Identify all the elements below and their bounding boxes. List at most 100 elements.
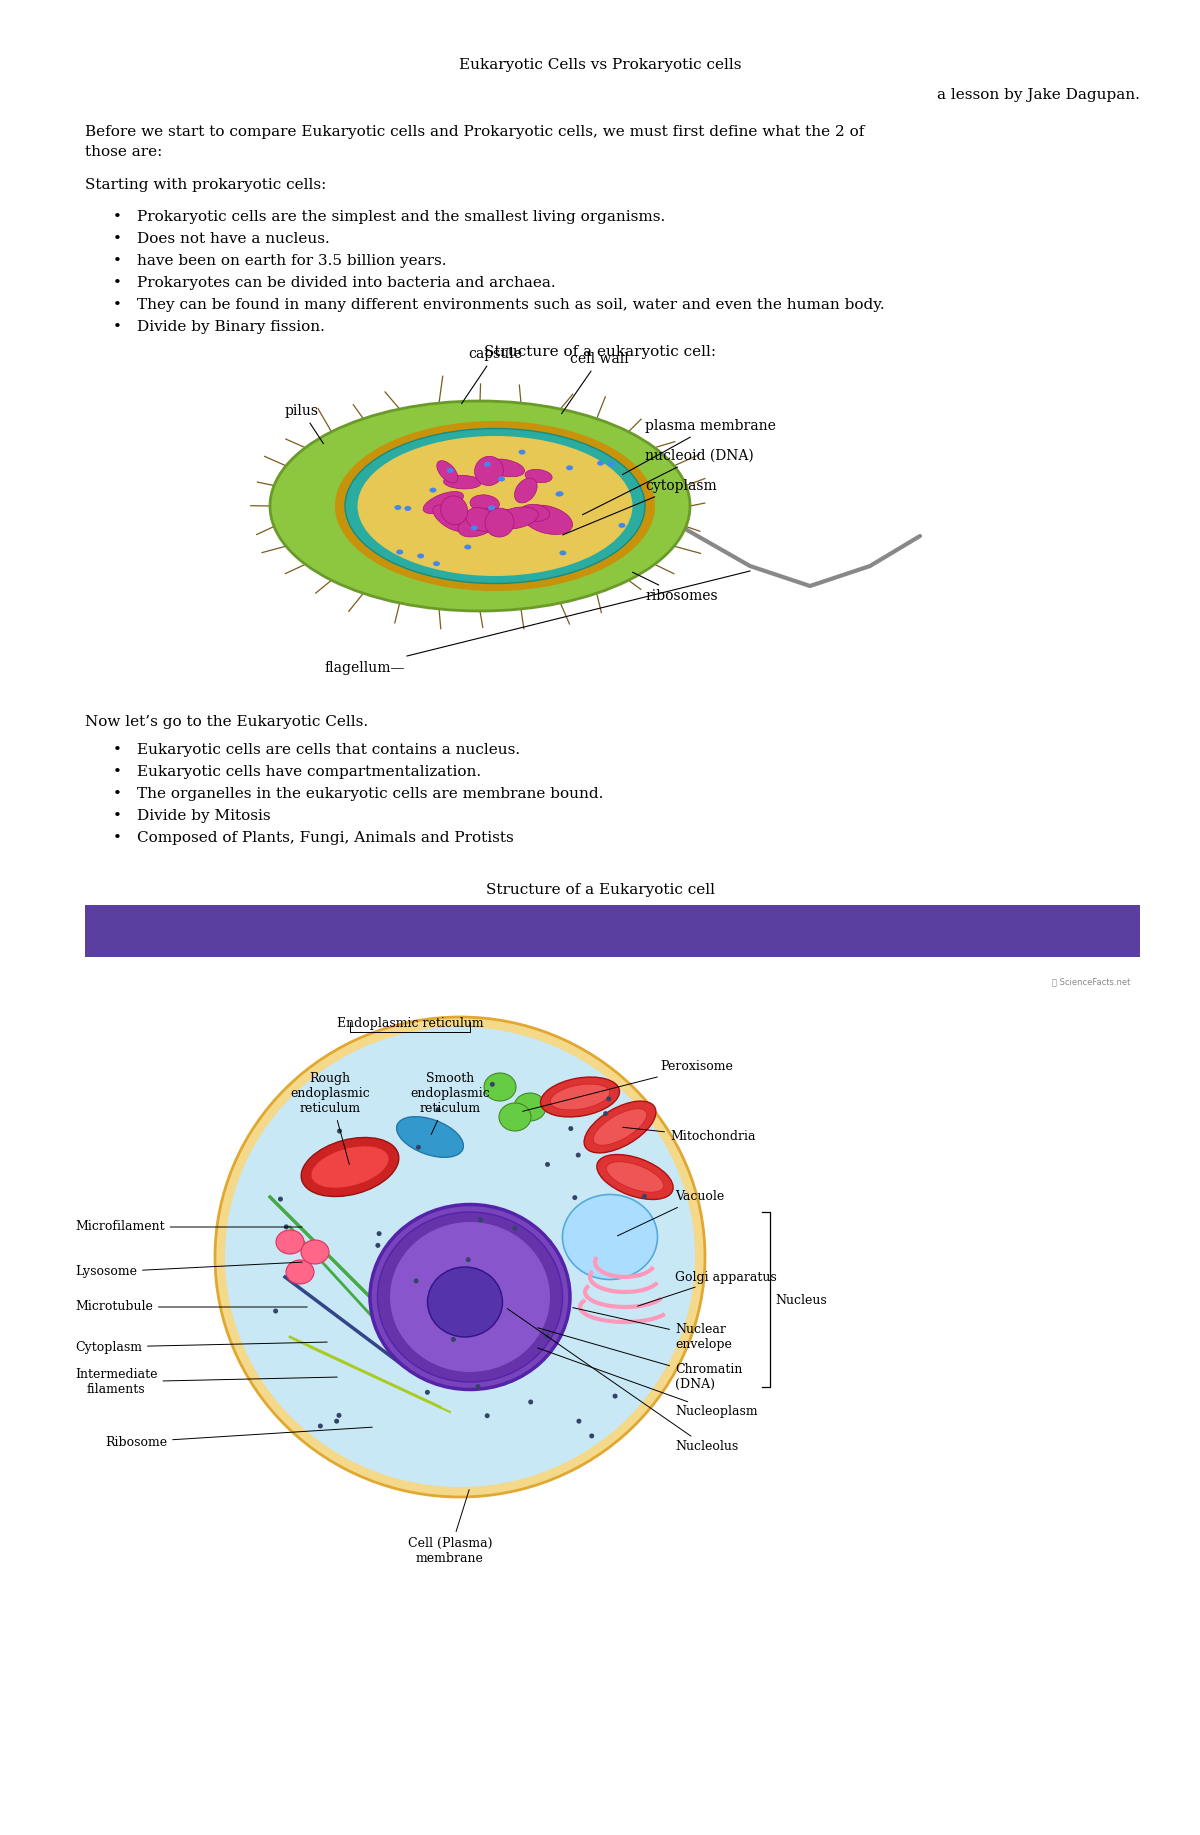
Ellipse shape	[301, 1138, 398, 1196]
Ellipse shape	[551, 1084, 610, 1110]
Text: Ⓢ ScienceFacts.net: Ⓢ ScienceFacts.net	[1051, 976, 1130, 985]
Text: ribosomes: ribosomes	[632, 573, 718, 604]
Ellipse shape	[215, 1017, 706, 1497]
Ellipse shape	[424, 492, 463, 514]
Ellipse shape	[576, 1418, 582, 1424]
Text: •: •	[113, 831, 122, 844]
Text: cell wall: cell wall	[562, 352, 629, 413]
Text: Divide by Binary fission.: Divide by Binary fission.	[137, 319, 325, 334]
Ellipse shape	[604, 1112, 608, 1116]
Text: Divide by Mitosis: Divide by Mitosis	[137, 809, 271, 824]
Text: those are:: those are:	[85, 145, 162, 160]
Ellipse shape	[612, 1393, 618, 1398]
Ellipse shape	[395, 505, 402, 510]
Ellipse shape	[470, 525, 478, 530]
Text: have been on earth for 3.5 billion years.: have been on earth for 3.5 billion years…	[137, 253, 446, 268]
Ellipse shape	[526, 470, 552, 483]
Text: Eukaryotic Cell: Eukaryotic Cell	[460, 912, 740, 945]
Text: cytoplasm: cytoplasm	[563, 479, 716, 536]
Ellipse shape	[572, 1195, 577, 1200]
Ellipse shape	[486, 459, 524, 477]
Ellipse shape	[377, 1231, 382, 1237]
Text: Microfilament: Microfilament	[74, 1220, 302, 1233]
Text: •: •	[113, 809, 122, 824]
Ellipse shape	[485, 508, 514, 538]
Ellipse shape	[485, 1413, 490, 1418]
Ellipse shape	[301, 1240, 329, 1264]
Ellipse shape	[593, 1108, 647, 1145]
Ellipse shape	[584, 1101, 656, 1152]
Text: Peroxisome: Peroxisome	[523, 1061, 733, 1112]
Ellipse shape	[484, 1073, 516, 1101]
Ellipse shape	[274, 1308, 278, 1314]
Text: nucleoid (DNA): nucleoid (DNA)	[582, 450, 754, 516]
Text: Vacuole: Vacuole	[618, 1191, 725, 1235]
Ellipse shape	[418, 554, 424, 558]
Ellipse shape	[545, 1334, 550, 1338]
FancyBboxPatch shape	[85, 905, 1140, 958]
Text: Eukaryotic Cells vs Prokaryotic cells: Eukaryotic Cells vs Prokaryotic cells	[458, 59, 742, 72]
Text: •: •	[113, 231, 122, 246]
Ellipse shape	[444, 475, 481, 488]
Ellipse shape	[559, 550, 566, 556]
Ellipse shape	[470, 495, 499, 512]
Ellipse shape	[458, 508, 502, 538]
Text: They can be found in many different environments such as soil, water and even th: They can be found in many different envi…	[137, 297, 884, 312]
Ellipse shape	[276, 1229, 304, 1253]
Ellipse shape	[498, 477, 505, 481]
Text: Composed of Plants, Fungi, Animals and Protists: Composed of Plants, Fungi, Animals and P…	[137, 831, 514, 844]
Ellipse shape	[318, 1424, 323, 1428]
Ellipse shape	[346, 429, 646, 584]
Text: •: •	[113, 319, 122, 334]
Ellipse shape	[226, 1028, 695, 1486]
Ellipse shape	[642, 1195, 647, 1198]
Ellipse shape	[270, 402, 690, 611]
Ellipse shape	[370, 1204, 570, 1389]
Ellipse shape	[436, 1107, 440, 1112]
Text: The organelles in the eukaryotic cells are membrane bound.: The organelles in the eukaryotic cells a…	[137, 787, 604, 802]
Text: Lysosome: Lysosome	[74, 1262, 302, 1279]
Ellipse shape	[515, 479, 538, 503]
Text: Starting with prokaryotic cells:: Starting with prokaryotic cells:	[85, 178, 326, 193]
Ellipse shape	[337, 1129, 342, 1134]
Text: Ribosome: Ribosome	[106, 1428, 372, 1448]
Text: •: •	[113, 297, 122, 312]
Ellipse shape	[490, 1083, 494, 1086]
Ellipse shape	[475, 1384, 480, 1389]
Ellipse shape	[545, 1162, 550, 1167]
Ellipse shape	[446, 468, 454, 473]
Text: Prokaryotic cells are the simplest and the smallest living organisms.: Prokaryotic cells are the simplest and t…	[137, 209, 665, 224]
Text: •: •	[113, 787, 122, 802]
Ellipse shape	[563, 1195, 658, 1279]
Ellipse shape	[358, 437, 632, 576]
Text: •: •	[113, 253, 122, 268]
Ellipse shape	[451, 1338, 456, 1341]
Ellipse shape	[512, 1226, 517, 1231]
Ellipse shape	[608, 461, 616, 466]
Ellipse shape	[433, 505, 468, 532]
Text: Eukaryotic cells are cells that contains a nucleus.: Eukaryotic cells are cells that contains…	[137, 743, 520, 758]
Text: Chromatin
(DNA): Chromatin (DNA)	[538, 1329, 743, 1391]
Text: Endoplasmic reticulum: Endoplasmic reticulum	[337, 1017, 484, 1029]
Text: Golgi apparatus: Golgi apparatus	[637, 1270, 776, 1307]
Ellipse shape	[514, 1094, 546, 1121]
Ellipse shape	[540, 1077, 619, 1118]
Ellipse shape	[589, 1433, 594, 1439]
Ellipse shape	[522, 505, 572, 534]
Ellipse shape	[396, 1118, 463, 1158]
Ellipse shape	[425, 1389, 430, 1395]
Ellipse shape	[596, 1154, 673, 1200]
Ellipse shape	[606, 1095, 611, 1101]
Ellipse shape	[283, 1224, 289, 1229]
Ellipse shape	[378, 1211, 563, 1382]
Ellipse shape	[454, 514, 488, 528]
Text: Eukaryotic cells have compartmentalization.: Eukaryotic cells have compartmentalizati…	[137, 765, 481, 780]
Ellipse shape	[286, 1261, 314, 1284]
Text: Nucleoplasm: Nucleoplasm	[538, 1349, 757, 1418]
Text: Does not have a nucleus.: Does not have a nucleus.	[137, 231, 330, 246]
Ellipse shape	[493, 506, 539, 528]
Ellipse shape	[576, 1152, 581, 1158]
Text: Nuclear
envelope: Nuclear envelope	[572, 1308, 732, 1351]
Text: Smooth
endoplasmic
reticulum: Smooth endoplasmic reticulum	[410, 1072, 490, 1134]
Ellipse shape	[440, 495, 468, 525]
